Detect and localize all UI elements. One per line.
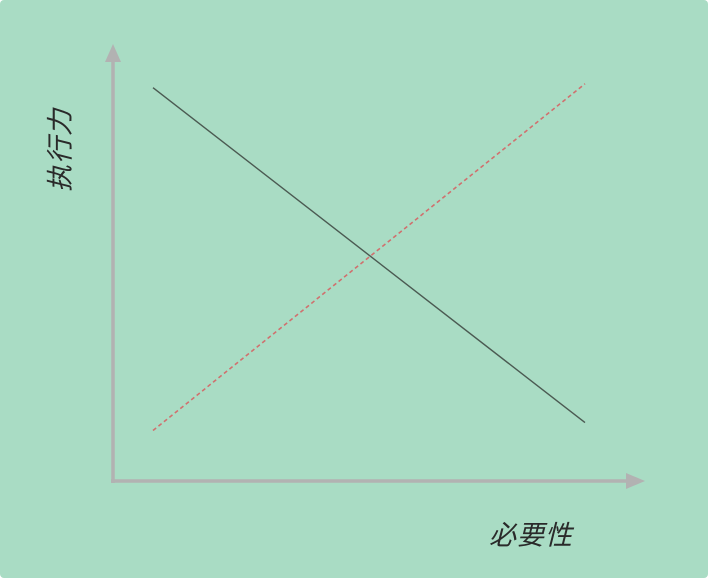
x-axis-arrowhead: [626, 473, 645, 489]
y-axis-arrowhead: [105, 44, 121, 62]
solid-series-line: [152, 87, 586, 424]
axes-group: [105, 44, 645, 489]
x-axis-label: 必要性: [489, 521, 575, 552]
y-axis-label: 执行力: [46, 107, 77, 192]
dashed-series-line: [152, 83, 586, 432]
series-layer: [152, 83, 586, 432]
